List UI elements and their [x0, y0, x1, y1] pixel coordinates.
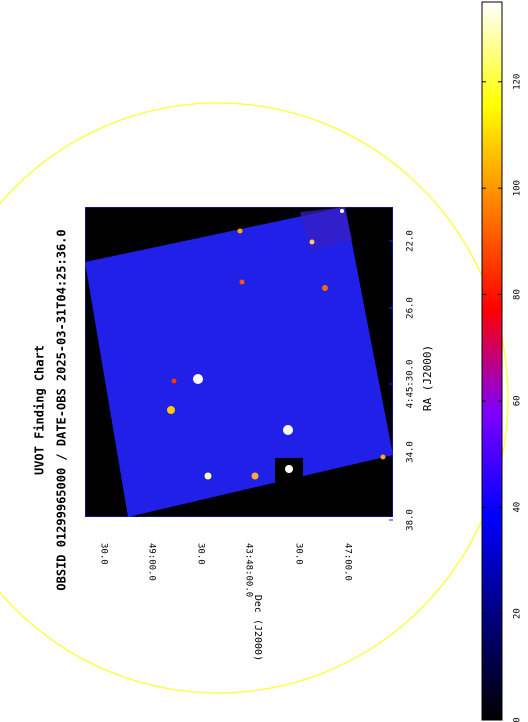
aperture-circle — [0, 102, 509, 694]
star — [193, 374, 203, 384]
exposure-area — [85, 207, 393, 517]
y-axis-label: Dec (J2000) — [252, 595, 263, 661]
star — [283, 425, 293, 435]
colorbar — [481, 1, 503, 721]
colorbar-tick-label: 40 — [513, 502, 523, 513]
x-tick-label: 4:45:30.0 — [406, 360, 416, 409]
colorbar-tick-label: 60 — [513, 395, 523, 406]
x-tick-label: 26.0 — [406, 297, 416, 319]
chart-title: UVOT Finding Chart — [33, 345, 47, 475]
colorbar-tick-label: 120 — [513, 74, 523, 90]
chart-subtitle: OBSID 01299965000 / DATE-OBS 2025-03-31T… — [55, 229, 69, 590]
y-tick-label: 49:00.0 — [147, 543, 157, 581]
star — [251, 472, 259, 480]
star — [167, 406, 175, 414]
x-axis-label: RA (J2000) — [421, 345, 434, 411]
star — [309, 239, 315, 245]
star — [237, 228, 243, 234]
x-tick-label: 38.0 — [406, 509, 416, 531]
colorbar-tick-label: 80 — [513, 289, 523, 300]
star — [322, 285, 328, 291]
stars — [167, 209, 386, 480]
star — [380, 454, 386, 460]
x-tick-label: 34.0 — [406, 441, 416, 463]
y-tick-label: 30.0 — [196, 543, 206, 565]
colorbar-tick-label: 0 — [513, 717, 523, 722]
colorbar-tick-label: 100 — [513, 180, 523, 196]
y-tick-label: 43:48:00.0 — [244, 543, 254, 597]
edge-artifact — [300, 207, 352, 250]
colorbar-tick-label: 20 — [513, 608, 523, 619]
y-tick-label: 30.0 — [99, 543, 109, 565]
sky-image — [85, 207, 393, 517]
star — [171, 378, 177, 384]
x-tick-label: 22.0 — [406, 230, 416, 252]
y-tick-label: 47:00.0 — [343, 543, 353, 581]
star — [285, 465, 293, 473]
star — [204, 472, 212, 480]
star — [239, 279, 245, 285]
y-tick-label: 30.0 — [294, 543, 304, 565]
star — [340, 209, 344, 213]
